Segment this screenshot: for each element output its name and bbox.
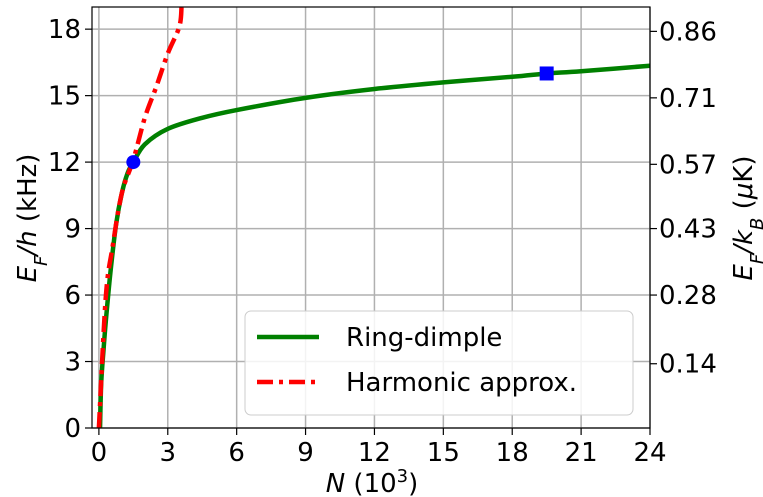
right-tick-label: 0.57 — [659, 150, 717, 180]
markers-group — [126, 66, 554, 170]
legend: Ring-dimple Harmonic approx. — [244, 310, 634, 416]
x-tick-label: 6 — [228, 438, 245, 468]
right-ticks: 0.14 0.28 0.43 0.57 0.71 0.86 — [650, 17, 717, 380]
legend-box — [244, 310, 634, 416]
y-ticks: 0 3 6 9 12 15 18 — [48, 15, 92, 444]
y-tick-label: 0 — [64, 414, 81, 444]
y-tick-label: 15 — [48, 82, 81, 112]
series-line-ring-dimple — [97, 63, 650, 428]
right-tick-label: 0.43 — [659, 215, 717, 245]
y-tick-label: 3 — [64, 348, 81, 378]
x-tick-label: 9 — [297, 438, 314, 468]
x-tick-label: 24 — [633, 438, 666, 468]
right-tick-label: 0.28 — [659, 281, 717, 311]
legend-label-harmonic: Harmonic approx. — [346, 368, 577, 398]
marker-circle — [126, 155, 141, 170]
right-tick-label: 0.71 — [659, 84, 717, 114]
x-axis-label: N (103) — [326, 466, 419, 497]
right-axis-label: EF/kB (μK) — [729, 155, 763, 280]
legend-label-ring-dimple: Ring-dimple — [346, 323, 502, 353]
grid — [92, 7, 651, 429]
plot-frame — [91, 6, 651, 429]
right-tick-label: 0.86 — [659, 17, 717, 47]
x-tick-label: 3 — [160, 438, 177, 468]
x-tick-label: 15 — [427, 438, 460, 468]
y-tick-label: 6 — [64, 281, 81, 311]
right-tick-label: 0.14 — [659, 350, 717, 380]
y-tick-label: 12 — [48, 148, 81, 178]
x-tick-label: 21 — [565, 438, 598, 468]
y-axis-label: EF/h (kHz) — [13, 154, 52, 283]
marker-square — [539, 66, 554, 81]
x-tick-label: 18 — [496, 438, 529, 468]
series-group — [96, 7, 650, 428]
y-tick-label: 9 — [64, 215, 81, 245]
x-tick-label: 0 — [91, 438, 108, 468]
x-tick-label: 12 — [358, 438, 391, 468]
y-tick-label: 18 — [48, 15, 81, 45]
series-line-harmonic-approx — [96, 7, 184, 428]
x-ticks: 0 3 6 9 12 15 18 21 24 — [91, 428, 667, 468]
